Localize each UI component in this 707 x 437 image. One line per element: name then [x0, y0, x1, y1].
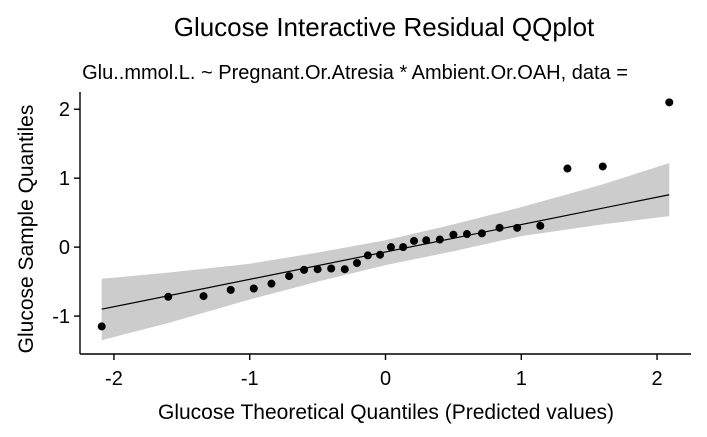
data-point [536, 221, 545, 230]
chart-subtitle: Glu..mmol.L. ~ Pregnant.Or.Atresia * Amb… [82, 62, 628, 84]
x-tick-label: 1 [516, 368, 527, 390]
y-tick-label: 0 [59, 237, 70, 259]
data-point [199, 292, 208, 301]
data-point [352, 258, 361, 267]
x-tick-label: -1 [241, 368, 259, 390]
x-tick-label: -2 [105, 368, 123, 390]
data-point [164, 292, 173, 301]
y-axis-label: Glucose Sample Quantiles [15, 105, 38, 354]
data-point [363, 251, 372, 260]
data-point [598, 162, 607, 171]
y-tick-label: 2 [59, 99, 70, 121]
data-point [300, 265, 309, 274]
y-tick-label: 1 [59, 168, 70, 190]
data-point [267, 279, 276, 288]
y-tick-label: -1 [52, 306, 70, 328]
data-point [462, 230, 471, 239]
data-point [477, 229, 486, 238]
data-point [435, 235, 444, 244]
plot-area: -2 -1 0 1 2 -1 0 1 2 [52, 92, 691, 390]
data-point [495, 223, 504, 232]
data-point [399, 243, 408, 252]
data-point [226, 285, 235, 294]
x-tick-label: 2 [651, 368, 662, 390]
reference-line [101, 194, 670, 310]
data-point [665, 98, 674, 107]
data-point [386, 243, 395, 252]
data-point [449, 230, 458, 239]
data-point [313, 265, 322, 274]
data-point [410, 236, 419, 245]
data-point [513, 223, 522, 232]
data-point [285, 272, 294, 281]
data-point [97, 322, 106, 331]
data-point [376, 250, 385, 259]
data-point [422, 236, 431, 245]
data-point [563, 164, 572, 173]
data-point [340, 265, 349, 274]
data-point [327, 264, 336, 273]
x-tick-label: 0 [380, 368, 391, 390]
data-point [249, 284, 258, 293]
chart-title: Glucose Interactive Residual QQplot [174, 12, 595, 42]
x-axis-label: Glucose Theoretical Quantiles (Predicted… [158, 401, 614, 424]
